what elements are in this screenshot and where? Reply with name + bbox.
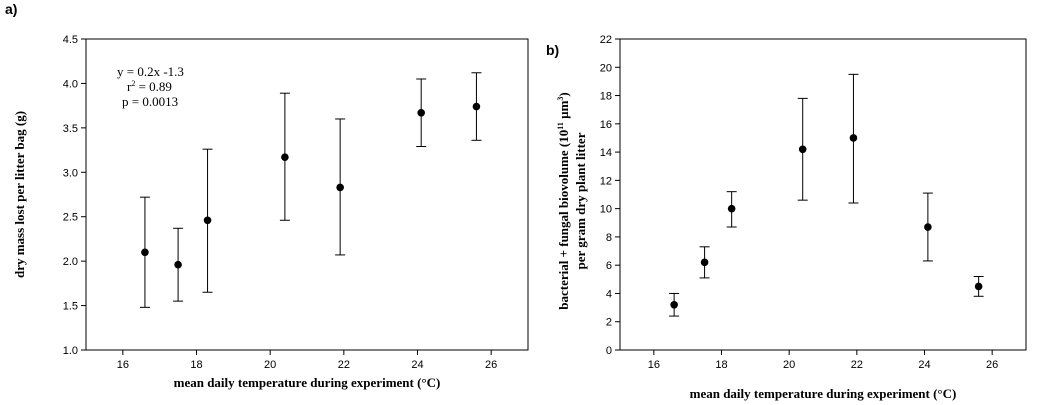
panel-b-y-tick-label: 22 (600, 34, 612, 46)
r-squared-label: r2 = 0.89 (127, 79, 172, 94)
panel-b-data-point (974, 282, 983, 291)
panel-a-y-axis: 1.0 1.5 2.0 2.5 3.0 3.5 4.0 4.5 (63, 34, 86, 357)
panel-a-data-point (141, 248, 149, 257)
panel-a-y-tick-label: 4.0 (63, 78, 78, 90)
panel-b-y-axis-title-line1: bacterial + fungal biovolume (1011 µm3) (556, 92, 571, 310)
panel-b-x-tick-label: 20 (783, 359, 795, 371)
panel-a-data-marks (139, 72, 482, 308)
panel-a-data-point (174, 260, 182, 269)
panel-b-y-tick-label: 12 (600, 175, 612, 187)
panel-b-x-axis: 16 18 20 22 24 26 (648, 350, 998, 371)
panel-a-y-tick-label: 4.5 (63, 34, 78, 46)
panel-b-y-tick-label: 0 (606, 345, 612, 357)
panel-b-y-tick-label: 4 (606, 288, 612, 300)
panel-b-y-tick-label: 16 (600, 119, 612, 131)
panel-a-x-tick-label: 18 (190, 359, 202, 371)
panel-a-y-tick-label: 3.0 (63, 167, 78, 179)
regression-equation: y = 0.2x -1.3 (117, 64, 184, 79)
panel-b-data-point (798, 145, 807, 154)
panel-a-x-tick-label: 22 (338, 359, 350, 371)
panel-a-x-tick-label: 16 (117, 359, 129, 371)
panel-b-data-point (700, 258, 709, 267)
panel-a-y-tick-label: 2.0 (63, 256, 78, 268)
panel-b-y-tick-label: 2 (606, 317, 612, 329)
panel-b-x-tick-label: 16 (648, 359, 660, 371)
panel-a-y-tick-label: 2.5 (63, 212, 78, 224)
panel-b-y-tick-label: 8 (606, 232, 612, 244)
panel-a-y-tick-label: 1.0 (63, 345, 78, 357)
panel-a-data-point (417, 108, 425, 117)
panel-a-x-tick-label: 24 (411, 359, 423, 371)
panel-a-data-point (336, 183, 344, 192)
panel-a-label: a) (5, 1, 17, 17)
panel-b-data-point (727, 204, 736, 213)
panel-a-x-tick-label: 20 (264, 359, 276, 371)
panel-b-x-axis-title: mean daily temperature during experiment… (690, 386, 957, 401)
panel-b-label: b) (546, 42, 559, 58)
panel-a-x-axis-title: mean daily temperature during experiment… (174, 375, 441, 390)
panel-b-y-tick-label: 20 (600, 62, 612, 74)
panel-a: a) 1.0 1.5 2.0 2.5 3.0 3.5 4.0 4.5 16 18 20 22 24 26… (5, 1, 529, 390)
panel-b-y-tick-label: 6 (606, 260, 612, 272)
p-value-label: p = 0.0013 (122, 94, 178, 109)
panel-a-y-axis-title: dry mass lost per litter bag (g) (12, 111, 27, 278)
panel-b-x-tick-label: 18 (715, 359, 727, 371)
panel-a-y-tick-label: 1.5 (63, 301, 78, 313)
panel-b-data-point (670, 300, 678, 309)
panel-b-y-axis: 0 2 4 6 8 10 12 14 16 18 20 22 (600, 34, 620, 357)
panel-b-data-point (849, 134, 858, 142)
panel-a-data-point (203, 216, 212, 225)
panel-b-y-axis-title-line2: per gram dry plant litter (573, 132, 588, 269)
panel-b-x-tick-label: 26 (986, 359, 998, 371)
panel-b-data-marks (669, 73, 984, 317)
panel-a-data-point (472, 102, 481, 111)
panel-a-data-point (281, 153, 289, 161)
panel-b-x-tick-label: 22 (851, 359, 863, 371)
panel-a-x-axis: 16 18 20 22 24 26 (117, 350, 497, 371)
panel-b-y-tick-label: 18 (600, 91, 612, 103)
panel-b-plot-frame (619, 38, 1027, 351)
panel-b-y-tick-label: 14 (600, 147, 612, 159)
panel-b-data-point (924, 223, 932, 231)
panel-a-plot-frame (85, 38, 529, 351)
panel-a-y-tick-label: 3.5 (63, 123, 78, 135)
panel-b-y-tick-label: 10 (600, 204, 612, 216)
panel-b-x-tick-label: 24 (918, 359, 930, 371)
panel-a-x-tick-label: 26 (485, 359, 497, 371)
